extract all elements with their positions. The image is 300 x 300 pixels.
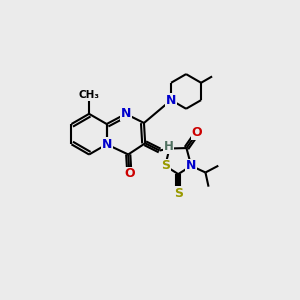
Text: S: S bbox=[174, 187, 183, 200]
Text: N: N bbox=[166, 94, 176, 106]
Text: H: H bbox=[164, 140, 173, 153]
Text: N: N bbox=[121, 107, 131, 120]
Text: N: N bbox=[101, 138, 112, 151]
Text: N: N bbox=[186, 159, 196, 172]
Text: O: O bbox=[192, 126, 203, 140]
Text: S: S bbox=[161, 159, 170, 172]
Text: CH₃: CH₃ bbox=[79, 90, 100, 100]
Text: O: O bbox=[124, 167, 135, 180]
